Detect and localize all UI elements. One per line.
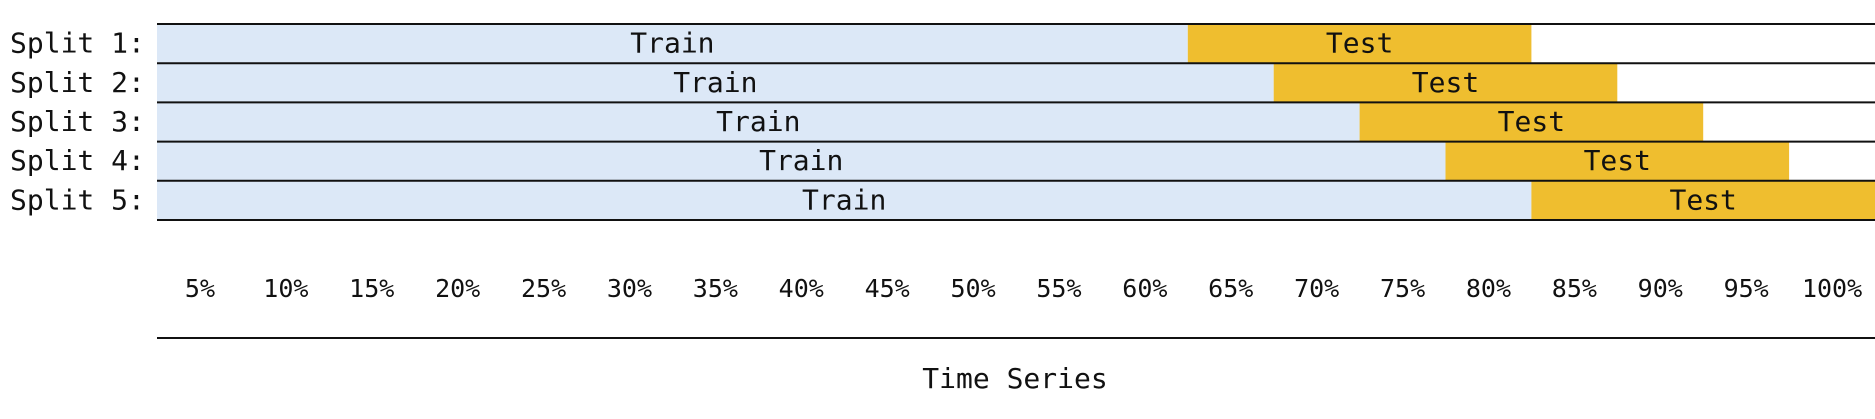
tick-label-5: 5% [185,274,215,303]
axis-title: Time Series [922,362,1107,395]
tick-label-45: 45% [865,274,910,303]
test-label-3: Test [1498,105,1565,138]
train-segment-2 [157,63,1274,103]
split-label-4: Split 4: [10,144,145,177]
split-label-1: Split 1: [10,27,145,60]
tick-label-25: 25% [521,274,566,303]
tick-label-70: 70% [1294,274,1339,303]
test-segment-5 [1531,180,1875,220]
train-segment-1 [157,24,1188,64]
train-label-4: Train [759,144,843,177]
train-label-2: Train [673,66,757,99]
split-label-5: Split 5: [10,183,145,216]
test-segment-1 [1187,24,1532,64]
train-label-1: Train [630,27,714,60]
tick-label-40: 40% [779,274,824,303]
tick-label-80: 80% [1466,274,1511,303]
tick-label-100: 100% [1802,274,1862,303]
test-segment-2 [1273,63,1618,103]
tick-label-65: 65% [1208,274,1253,303]
time-axis: 5% 10% 15% 20% 25% 30% 35% 40% 45% 50% 55% 60% 65% 70… [157,274,1875,339]
tick-label-35: 35% [693,274,738,303]
train-label-5: Train [802,183,886,216]
train-label-3: Train [716,105,800,138]
test-label-2: Test [1412,66,1479,99]
split-label-2: Split 2: [10,66,145,99]
test-label-4: Test [1584,144,1651,177]
tick-label-10: 10% [263,274,308,303]
tick-label-85: 85% [1552,274,1597,303]
tick-label-50: 50% [950,274,995,303]
test-segment-3 [1359,102,1704,142]
test-segment-4 [1445,141,1790,181]
tick-label-60: 60% [1122,274,1167,303]
tick-label-90: 90% [1638,274,1683,303]
train-segment-5 [157,180,1532,220]
tick-label-95: 95% [1724,274,1769,303]
test-label-5: Test [1669,183,1736,216]
tick-label-15: 15% [349,274,394,303]
tick-label-30: 30% [607,274,652,303]
train-segment-3 [157,102,1360,142]
tick-label-55: 55% [1036,274,1081,303]
test-label-1: Test [1326,27,1393,60]
split-rows: Split 1: Train Test Split 2: Train Test Split … [10,23,1875,221]
split-label-3: Split 3: [10,105,145,138]
tick-label-75: 75% [1380,274,1425,303]
train-segment-4 [157,141,1446,181]
tick-label-20: 20% [435,274,480,303]
